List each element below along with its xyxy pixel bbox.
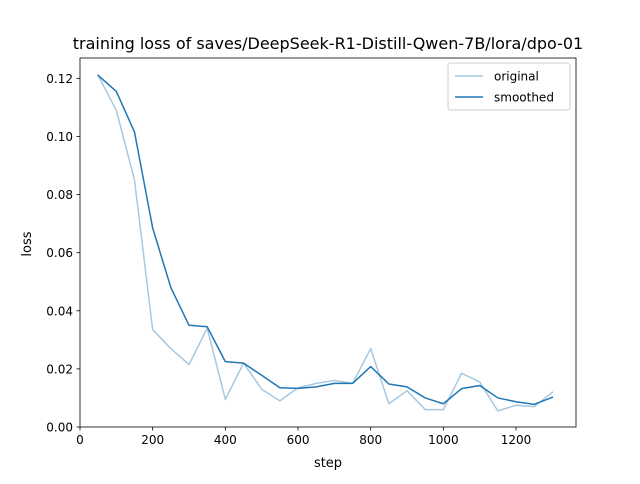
data-point-smoothed bbox=[150, 226, 154, 230]
data-point-smoothed bbox=[514, 400, 518, 404]
series-line-original bbox=[97, 74, 554, 412]
data-point-smoothed bbox=[423, 396, 427, 400]
data-point-smoothed bbox=[369, 364, 373, 368]
data-point-original bbox=[387, 402, 391, 406]
data-point-original bbox=[223, 397, 227, 401]
x-axis-label: step bbox=[314, 456, 342, 471]
data-point-original bbox=[132, 178, 136, 182]
legend-label-original: original bbox=[494, 70, 539, 84]
data-point-smoothed bbox=[96, 73, 100, 77]
data-point-smoothed bbox=[332, 381, 336, 385]
x-tick-label: 1200 bbox=[501, 433, 532, 447]
y-tick-label: 0.02 bbox=[46, 362, 73, 376]
y-tick-label: 0.06 bbox=[46, 246, 73, 260]
data-point-smoothed bbox=[223, 359, 227, 363]
legend: original smoothed bbox=[447, 62, 571, 111]
data-point-smoothed bbox=[496, 396, 500, 400]
data-point-original bbox=[441, 407, 445, 411]
data-point-original bbox=[114, 108, 118, 112]
data-point-smoothed bbox=[550, 395, 554, 399]
data-point-smoothed bbox=[278, 386, 282, 390]
data-point-smoothed bbox=[314, 385, 318, 389]
data-point-original bbox=[550, 390, 554, 394]
data-point-original bbox=[278, 399, 282, 403]
data-point-smoothed bbox=[241, 361, 245, 365]
data-point-smoothed bbox=[478, 383, 482, 387]
y-tick-label: 0.08 bbox=[46, 188, 73, 202]
data-point-original bbox=[405, 388, 409, 392]
legend-box bbox=[447, 62, 571, 111]
axes-frame bbox=[79, 57, 577, 428]
chart-title: training loss of saves/DeepSeek-R1-Disti… bbox=[73, 34, 583, 53]
y-axis-label: loss bbox=[20, 231, 35, 256]
data-point-smoothed bbox=[405, 385, 409, 389]
data-point-original bbox=[423, 407, 427, 411]
data-point-smoothed bbox=[350, 381, 354, 385]
x-tick-label: 1000 bbox=[428, 433, 459, 447]
data-point-smoothed bbox=[114, 89, 118, 93]
data-point-smoothed bbox=[296, 386, 300, 390]
data-point-smoothed bbox=[532, 402, 536, 406]
x-tick-label: 200 bbox=[141, 433, 164, 447]
plot-area bbox=[96, 73, 554, 413]
x-tick-label: 600 bbox=[287, 433, 310, 447]
y-tick-label: 0.00 bbox=[46, 421, 73, 435]
data-point-smoothed bbox=[387, 382, 391, 386]
x-tick-label: 400 bbox=[214, 433, 237, 447]
data-point-original bbox=[496, 409, 500, 413]
data-point-smoothed bbox=[132, 130, 136, 134]
data-point-smoothed bbox=[259, 373, 263, 377]
data-point-original bbox=[169, 346, 173, 350]
x-tick-label: 800 bbox=[359, 433, 382, 447]
data-point-smoothed bbox=[169, 285, 173, 289]
y-tick-label: 0.10 bbox=[46, 130, 73, 144]
data-point-original bbox=[459, 371, 463, 375]
data-point-original bbox=[187, 362, 191, 366]
data-point-original bbox=[369, 346, 373, 350]
axes: 0 200 400 600 800 1000 1200 0.00 0.02 0.04 0.06 0.0… bbox=[46, 57, 577, 447]
series-line-smoothed bbox=[97, 74, 554, 406]
data-point-original bbox=[259, 387, 263, 391]
data-point-smoothed bbox=[187, 323, 191, 327]
y-tick-label: 0.12 bbox=[46, 72, 73, 86]
x-tick-label: 0 bbox=[76, 433, 84, 447]
data-point-smoothed bbox=[441, 402, 445, 406]
data-point-smoothed bbox=[205, 325, 209, 329]
data-point-original bbox=[150, 327, 154, 331]
data-point-smoothed bbox=[459, 386, 463, 390]
legend-label-smoothed: smoothed bbox=[494, 91, 554, 105]
y-tick-label: 0.04 bbox=[46, 304, 73, 318]
